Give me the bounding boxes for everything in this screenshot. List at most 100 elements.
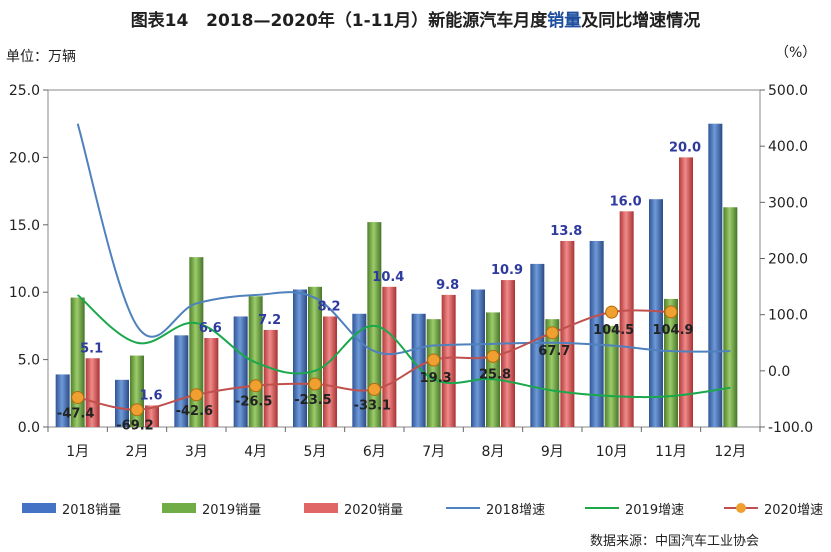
line-2019增速: [77, 294, 731, 399]
right-tick-label: -100.0: [768, 420, 813, 436]
growth-2020-label: -33.1: [354, 398, 391, 413]
marker-2020增速: [308, 377, 322, 391]
legend-item: 2019增速: [585, 498, 684, 518]
sales-2020-label: 13.8: [550, 224, 582, 239]
legend-item: 2018增速: [446, 498, 545, 518]
x-category-label: 7月: [422, 444, 445, 460]
left-tick-label: 10.0: [9, 285, 40, 301]
right-tick-label: 300.0: [768, 195, 808, 211]
sales-2020-label: 6.6: [199, 321, 222, 336]
bar-2018销量: [174, 335, 189, 427]
x-category-label: 2月: [126, 444, 149, 460]
bar-2018销量: [293, 289, 307, 427]
bar-2019销量: [604, 325, 619, 427]
legend-swatch: [585, 507, 619, 509]
bar-2020销量: [85, 358, 100, 427]
marker-2020增速: [71, 390, 85, 404]
right-tick-label: 400.0: [768, 139, 808, 155]
sales-2020-label: 10.4: [372, 270, 404, 285]
marker-2020增速: [545, 326, 559, 340]
x-category-label: 12月: [714, 444, 746, 460]
sales-2020-label: 16.0: [610, 194, 642, 209]
growth-2020-label: -26.5: [235, 395, 272, 410]
bar-2019销量: [545, 319, 560, 427]
legend-swatch: [162, 503, 196, 513]
marker-2020增速: [367, 382, 381, 396]
x-category-label: 9月: [541, 444, 564, 460]
growth-2020-label: 104.9: [652, 323, 693, 338]
bar-2020销量: [619, 211, 634, 427]
marker-2020增速: [427, 353, 441, 367]
legend-label: 2018增速: [486, 502, 546, 518]
x-category-label: 4月: [244, 444, 267, 460]
line-2018增速: [76, 123, 731, 356]
bar-2018销量: [649, 199, 663, 427]
left-axis-unit: 单位：万辆: [6, 49, 76, 65]
sales-2020-label: 9.8: [436, 278, 459, 293]
sales-2020-label: 8.2: [317, 299, 340, 314]
growth-2020-label: -69.2: [116, 419, 153, 434]
chart-title-highlight: 销量: [547, 11, 582, 31]
legend-label: 2019增速: [625, 502, 685, 518]
legend-swatch: [724, 503, 758, 513]
growth-2020-label: 19.3: [420, 371, 452, 386]
bar-2019销量: [723, 207, 738, 427]
x-category-label: 8月: [482, 444, 505, 460]
legend-label: 2020销量: [344, 502, 404, 518]
chart-title-prefix: 图表14: [130, 11, 189, 31]
bar-2020销量: [679, 157, 693, 427]
marker-2020增速: [486, 349, 500, 363]
x-category-label: 6月: [363, 444, 386, 460]
bar-2019销量: [308, 286, 322, 427]
sales-2020-label: 5.1: [80, 341, 103, 356]
bar-2018销量: [55, 374, 70, 427]
marker-2020增速: [130, 403, 144, 417]
legend-label: 2020增速: [764, 502, 824, 518]
legend-marker: [736, 503, 746, 513]
marker-2020增速: [189, 388, 203, 402]
growth-2020-label: -42.6: [176, 404, 213, 419]
bar-2018销量: [589, 240, 604, 427]
right-tick-label: 100.0: [768, 308, 808, 324]
growth-2020-label: -23.5: [294, 393, 331, 408]
marker-2020增速: [249, 379, 263, 393]
legend-item: 2018销量: [22, 498, 121, 518]
sales-2020-label: 7.2: [258, 313, 281, 328]
bar-2018销量: [233, 316, 248, 427]
left-tick-label: 20.0: [9, 150, 40, 166]
x-category-label: 11月: [655, 444, 687, 460]
bar-2020销量: [323, 316, 337, 427]
growth-2020-label: 104.5: [593, 323, 634, 338]
sales-2020-label: 10.9: [491, 263, 523, 278]
legend-swatch: [446, 507, 480, 509]
bar-2020销量: [560, 240, 575, 427]
bar-2020销量: [145, 405, 159, 427]
bar-2018销量: [411, 313, 426, 427]
legend-item: 2019销量: [162, 498, 261, 518]
legend-label: 2018销量: [62, 502, 122, 518]
x-category-label: 3月: [185, 444, 208, 460]
chart-title: 图表14 2018—2020年（1-11月）新能源汽车月度销量及同比增速情况: [0, 6, 831, 31]
chart-title-main-a: 2018—2020年（1-11月）新能源汽车月度: [206, 11, 548, 31]
legend-item: 2020销量: [304, 498, 403, 518]
bar-2020销量: [382, 286, 397, 427]
bar-2018销量: [708, 123, 723, 427]
right-axis-unit: （%）: [775, 45, 817, 61]
growth-2020-label: 67.7: [538, 344, 570, 359]
right-tick-label: 0.0: [768, 364, 790, 380]
marker-2020增速: [605, 305, 619, 319]
bar-2020销量: [263, 329, 278, 427]
bar-2018销量: [115, 379, 129, 427]
bar-2019销量: [189, 257, 204, 427]
bar-2020销量: [501, 280, 515, 427]
sales-2020-label: 20.0: [669, 140, 701, 155]
left-tick-label: 15.0: [9, 218, 40, 234]
right-tick-label: 500.0: [768, 83, 808, 99]
bar-2020销量: [441, 294, 456, 427]
sales-2020-label: 1.6: [139, 388, 162, 403]
legend-item: 2020增速: [724, 498, 823, 518]
legend-label: 2019销量: [202, 502, 262, 518]
bar-2020销量: [204, 338, 219, 427]
marker-2020增速: [664, 305, 678, 319]
